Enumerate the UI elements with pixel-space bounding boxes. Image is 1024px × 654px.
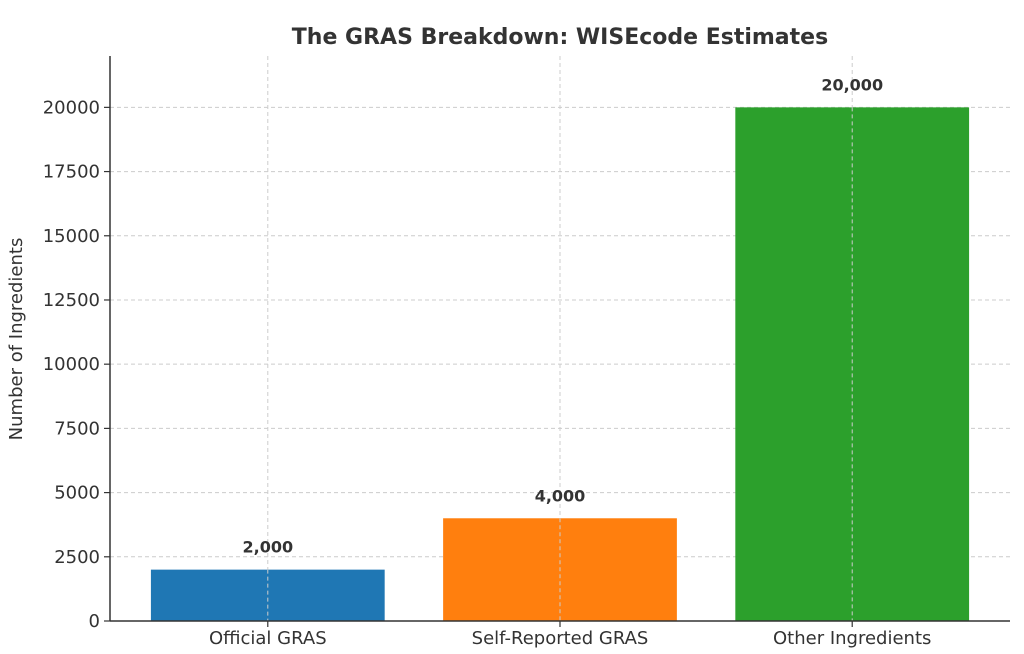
y-tick-label: 5000	[54, 483, 100, 504]
data-label: 20,000	[821, 75, 883, 94]
y-tick-label: 2500	[54, 547, 100, 568]
y-tick-label: 15000	[43, 226, 100, 247]
y-axis-label: Number of Ingredients	[6, 238, 27, 441]
y-tick-label: 0	[89, 611, 100, 632]
y-tick-label: 12500	[43, 290, 100, 311]
x-tick-label: Self-Reported GRAS	[472, 628, 649, 649]
y-tick-label: 17500	[43, 162, 100, 183]
data-label: 2,000	[242, 538, 293, 557]
data-label: 4,000	[535, 486, 586, 505]
y-tick-label: 10000	[43, 354, 100, 375]
x-tick-label: Other Ingredients	[773, 628, 931, 649]
y-tick-label: 7500	[54, 418, 100, 439]
y-tick-label: 20000	[43, 97, 100, 118]
x-tick-label: Official GRAS	[209, 628, 327, 649]
chart-title: The GRAS Breakdown: WISEcode Estimates	[292, 25, 828, 50]
